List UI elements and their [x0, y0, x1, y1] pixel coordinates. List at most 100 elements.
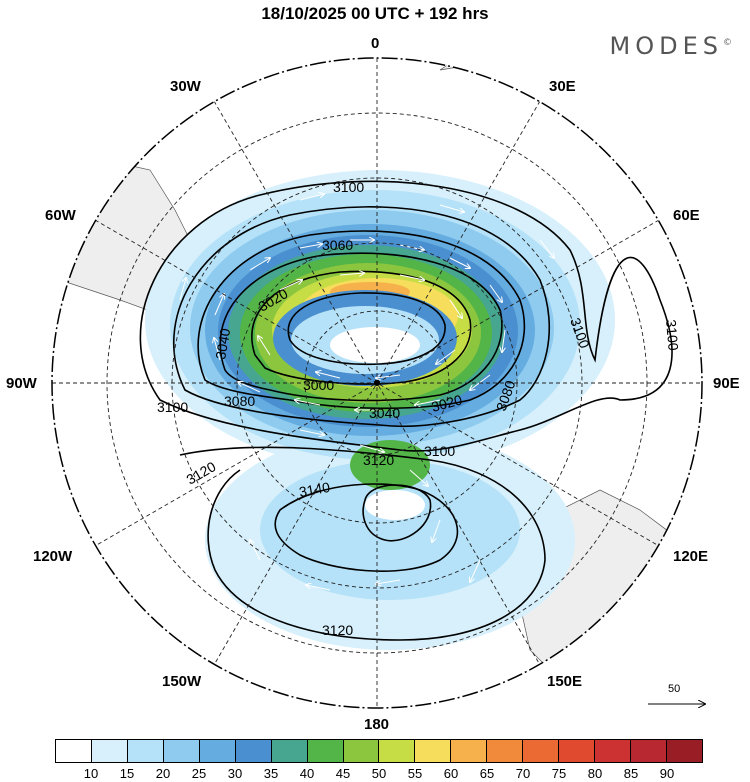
colorbar-tick-label: 90 — [659, 766, 675, 781]
colorbar-tick-label: 50 — [371, 766, 387, 781]
lon-label-60e: 60E — [673, 207, 700, 224]
contour-label: 3100 — [157, 399, 188, 415]
contour-3060 — [197, 230, 526, 410]
colorbar-swatch — [415, 740, 452, 762]
colorbar-swatch — [451, 740, 488, 762]
wind-vector — [250, 540, 261, 561]
contour-label: 3040 — [369, 405, 400, 421]
wind-vector — [376, 579, 401, 584]
colorbar-tick-label: 35 — [263, 766, 279, 781]
wind-vector — [249, 258, 270, 271]
south-pole-dot — [374, 380, 380, 386]
colorbar-swatch — [307, 740, 344, 762]
colorbar-tick-label: 85 — [623, 766, 639, 781]
wind-vector — [399, 274, 424, 280]
contour-label: 3100 — [333, 179, 364, 195]
colorbar-tick-label: 30 — [227, 766, 243, 781]
wind-vector — [415, 399, 441, 405]
contour-3100-outer — [139, 180, 673, 452]
height-contours — [139, 180, 673, 641]
wind-vector — [489, 284, 502, 302]
wind-vector — [214, 294, 224, 316]
contour-3040 — [219, 252, 503, 402]
lon-label-120e: 120E — [673, 548, 709, 565]
colorbar-swatch — [595, 740, 631, 762]
contour-3140 — [274, 483, 459, 572]
colorbar-tick-label: 20 — [155, 766, 171, 781]
wind-vector — [258, 336, 271, 356]
lon-label-60w: 60W — [45, 207, 76, 224]
colorbar-tick-label: 40 — [299, 766, 315, 781]
wind-vector — [359, 444, 384, 452]
wind-vector — [279, 280, 302, 291]
wind-vector — [306, 585, 331, 591]
contour-label: 3120 — [184, 458, 219, 488]
contour-label: 3120 — [322, 622, 353, 638]
wind-vector — [299, 244, 322, 249]
wind-vector — [449, 257, 470, 268]
colorbar-tick-label: 25 — [191, 766, 207, 781]
colorbar-swatch — [559, 740, 596, 762]
lon-label-150w: 150W — [162, 673, 202, 690]
africa-land — [439, 58, 702, 181]
wind-vector — [502, 329, 505, 352]
lon-label-0: 0 — [371, 35, 380, 52]
latitude-circle — [171, 177, 583, 589]
colorbar-tick-label: 80 — [587, 766, 603, 781]
contour-label: 3020 — [430, 391, 464, 415]
colorbar-tick-label: 65 — [479, 766, 495, 781]
contour-3120-lower — [179, 446, 546, 641]
wind-vector — [439, 204, 464, 212]
lon-label-90e: 90E — [713, 375, 740, 392]
colorbar-swatch — [271, 740, 308, 762]
wind-vector — [376, 375, 401, 378]
contour-label: 3100 — [663, 319, 682, 352]
wind-vector — [299, 429, 324, 435]
contour-3000 — [287, 292, 446, 366]
colorbar-tick-label: 45 — [335, 766, 351, 781]
wind-vector — [339, 273, 364, 275]
wind-vector — [432, 519, 441, 542]
map-title: 18/10/2025 00 UTC + 192 hrs — [261, 4, 489, 23]
colorbar-swatch — [379, 740, 416, 762]
wind-vector — [539, 239, 554, 258]
contour-label: 3120 — [363, 452, 394, 468]
lon-label-180: 180 — [364, 716, 390, 733]
colorbar-tick-label: 55 — [407, 766, 423, 781]
colorbar-swatch — [343, 740, 380, 762]
wind-vector — [316, 372, 341, 379]
lon-label-30e: 30E — [549, 78, 576, 95]
wind-vector — [470, 374, 491, 390]
colorbar-tick-label: 15 — [119, 766, 135, 781]
wind-vector — [214, 338, 221, 361]
colorbar-swatch — [631, 740, 667, 762]
lon-label-150e: 150E — [547, 673, 583, 690]
wind-shade-core — [330, 327, 420, 363]
wind-vector — [409, 469, 428, 486]
contour-label: 3040 — [212, 327, 233, 361]
colorbar-swatch — [235, 740, 272, 762]
lon-label-30w: 30W — [170, 78, 201, 95]
colorbar-tick-label: 70 — [515, 766, 531, 781]
colorbar-swatch — [487, 740, 524, 762]
wind-vector — [436, 349, 456, 364]
copyright-mark: © — [723, 38, 732, 48]
map-boundary — [51, 57, 703, 709]
colorbar — [55, 739, 703, 763]
wind-vector — [470, 559, 481, 582]
colorbar-swatch — [91, 740, 128, 762]
wind-vector — [238, 382, 261, 393]
contour-label: 3140 — [298, 479, 332, 500]
colorbar-swatch — [163, 740, 200, 762]
colorbar-swatch — [56, 740, 92, 762]
contour-label: 3080 — [224, 393, 255, 409]
lon-label-90w: 90W — [6, 375, 37, 392]
contour-south-loop — [362, 484, 432, 542]
lon-label-120w: 120W — [33, 548, 73, 565]
modes-logo: MODES© — [610, 32, 732, 60]
contour-label-group: 3100 3060 3020 3040 3000 3080 3040 3020 … — [157, 179, 682, 638]
wind-shade-south-core — [365, 490, 425, 520]
map-disc — [52, 58, 702, 708]
wind-vector — [449, 299, 462, 318]
